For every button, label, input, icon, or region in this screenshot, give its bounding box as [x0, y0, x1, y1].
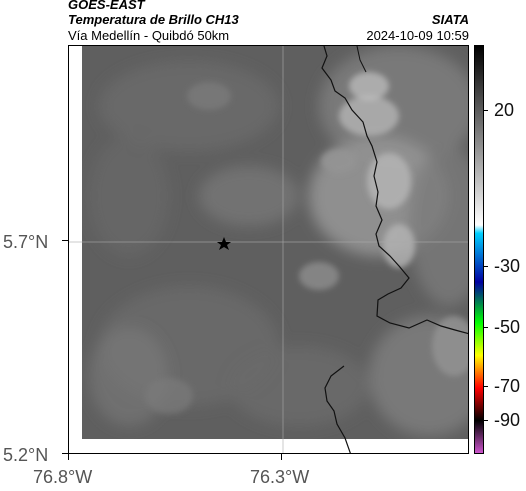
department-boundary	[324, 365, 351, 453]
colorbar	[474, 45, 484, 454]
department-boundary	[321, 46, 468, 335]
colorbar-tick	[484, 266, 488, 267]
lon-tick	[68, 454, 69, 460]
lat-tick	[62, 240, 68, 241]
cloud-patch	[187, 82, 231, 110]
cloud-patch	[229, 346, 369, 426]
cloud-patch	[99, 61, 279, 151]
lat-label: 5.2°N	[3, 445, 49, 465]
cloud-patch	[409, 146, 468, 306]
map-panel[interactable]	[68, 45, 469, 454]
colorbar-tick	[484, 327, 488, 328]
org-name: SIATA	[431, 12, 469, 27]
cloud-patch	[145, 378, 193, 414]
colorbar-label: -30	[494, 256, 521, 276]
lon-label: 76.8°W	[33, 467, 93, 487]
lat-label: 5.7°N	[3, 232, 49, 252]
colorbar-label: -90	[494, 410, 521, 430]
cloud-patch	[89, 136, 169, 256]
cloud-patch	[321, 149, 357, 173]
colorbar-label: -50	[494, 317, 521, 337]
satellite-name: GOES-EAST	[68, 0, 145, 12]
colorbar-tick	[484, 386, 488, 387]
department-boundary	[356, 46, 367, 73]
lon-tick	[281, 454, 282, 460]
datetime-label: 2024-10-09 10:59	[366, 28, 469, 43]
colorbar-label: -70	[494, 376, 521, 396]
cloud-patch	[199, 166, 299, 226]
cloud-patch	[299, 262, 339, 290]
cloud-patch	[367, 153, 411, 209]
colorbar-tick	[484, 420, 488, 421]
region-label: Vía Medellín - Quibdó 50km	[68, 28, 230, 43]
star-icon[interactable]	[217, 237, 231, 250]
cloud-patch	[383, 224, 415, 268]
product-title: Temperatura de Brillo CH13	[68, 12, 239, 27]
cloud-patch	[339, 96, 399, 136]
brightness-temperature-map[interactable]	[69, 46, 469, 454]
cloud-patch	[349, 72, 389, 100]
lat-tick	[62, 453, 68, 454]
lon-label: 76.3°W	[250, 467, 310, 487]
colorbar-label: 20	[494, 100, 515, 120]
colorbar-tick	[484, 110, 488, 111]
